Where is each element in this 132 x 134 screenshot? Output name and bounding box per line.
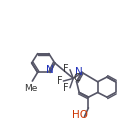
Text: F: F <box>63 64 69 74</box>
Text: Me: Me <box>24 84 38 93</box>
Text: F: F <box>63 83 69 93</box>
Text: F: F <box>57 76 62 86</box>
Text: HO: HO <box>72 110 88 120</box>
Text: C: C <box>74 73 81 83</box>
Text: N: N <box>75 67 82 77</box>
Text: N: N <box>46 65 53 75</box>
